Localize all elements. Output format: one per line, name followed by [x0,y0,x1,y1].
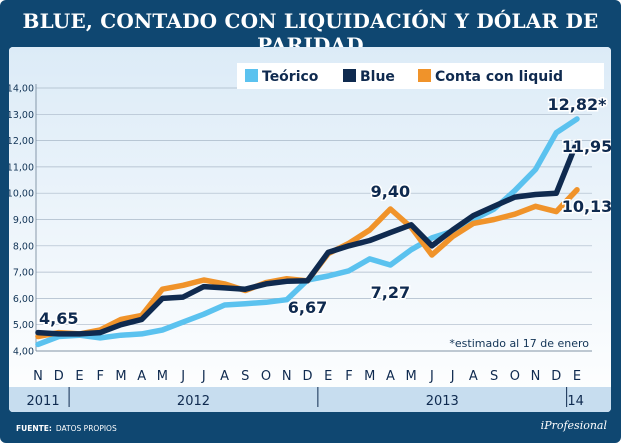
x-tick-label: M [406,369,417,384]
x-tick-label: A [386,369,395,384]
source-value: DATOS PROPIOS [55,424,117,433]
data-label: 9,40 [371,182,410,201]
year-label: 2011 [27,394,60,409]
legend-swatch [418,69,431,82]
x-tick-label: J [201,369,206,384]
data-label: 12,82* [548,95,608,114]
y-tick-label: 4,00 [13,347,34,358]
y-tick-label: 5,00 [13,320,34,331]
x-tick-label: M [364,369,375,384]
year-band [9,387,611,412]
x-tick-label: A [220,369,229,384]
series-line-blue [35,139,580,337]
x-tick-label: D [54,369,64,384]
x-tick-label: F [96,369,103,384]
brand-logo: iProfesional [540,419,607,432]
x-tick-label: E [324,369,332,384]
x-tick-label: N [531,369,541,384]
x-tick-label: S [241,369,249,384]
source-note: FUENTE: DATOS PROPIOS [16,424,117,433]
x-tick-label: O [510,369,520,384]
x-tick-label: J [450,369,455,384]
chart-title: BLUE, CONTADO CON LIQUIDACIÓN Y DÓLAR DE… [22,9,599,57]
estimate-note: *estimado al 17 de enero [449,337,589,350]
x-tick-label: M [115,369,126,384]
year-label: 14 [567,394,584,409]
x-tick-label: A [137,369,146,384]
x-tick-label: E [573,369,581,384]
y-tick-label: 14,00 [9,84,34,95]
x-tick-label: S [490,369,498,384]
x-tick-label: D [302,369,312,384]
y-tick-label: 11,00 [9,162,34,173]
x-tick-label: D [551,369,561,384]
x-tick-label: M [157,369,168,384]
x-tick-label: A [469,369,478,384]
data-label: 6,67 [288,298,327,317]
source-label: FUENTE: [16,424,52,433]
legend-label: Conta con liquid [435,69,563,85]
x-tick-label: J [429,369,434,384]
data-label: 7,27 [371,283,410,302]
y-tick-label: 8,00 [13,241,34,252]
x-tick-label: N [282,369,292,384]
y-tick-label: 13,00 [9,110,34,121]
legend-label: Blue [360,69,395,85]
data-label: 10,13 [562,197,611,216]
legend-swatch [245,69,258,82]
y-tick-label: 6,00 [13,294,34,305]
year-label: 2013 [426,394,459,409]
plot-background [9,47,611,412]
year-label: 2012 [177,394,210,409]
x-tick-label: E [75,369,83,384]
x-tick-label: F [345,369,352,384]
x-tick-label: J [180,369,185,384]
y-tick-label: 7,00 [13,268,34,279]
x-tick-label: N [33,369,43,384]
chart-panel: 4,00 5,00 6,00 7,00 8,00 9,00 10,00 11,00 12,00 1… [9,47,611,412]
line-chart: 4,00 5,00 6,00 7,00 8,00 9,00 10,00 11,00 12,00 1… [9,47,611,412]
legend-swatch [343,69,356,82]
data-label: 4,65 [39,309,78,328]
y-tick-label: 12,00 [9,136,34,147]
data-label: 11,95 [562,137,611,156]
legend-label: Teórico [262,69,319,85]
y-tick-label: 10,00 [9,189,34,200]
x-tick-label: O [261,369,271,384]
y-tick-label: 9,00 [13,215,34,226]
